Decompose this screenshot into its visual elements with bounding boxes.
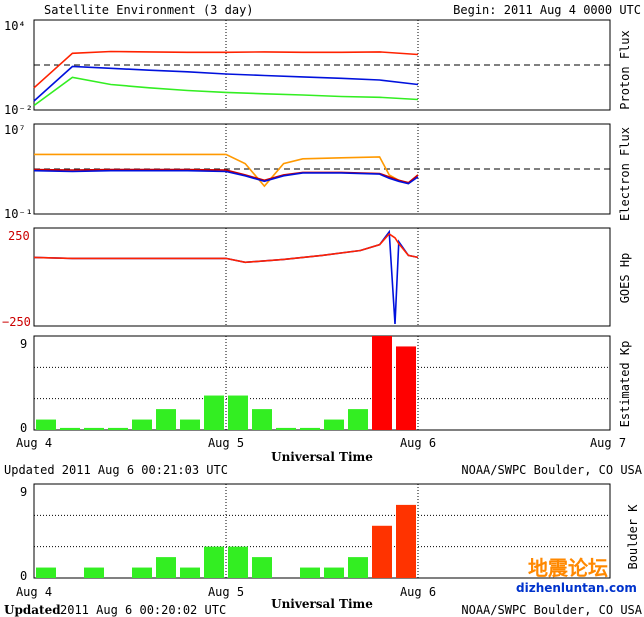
boulder_k-bar <box>372 525 392 578</box>
chart-title: Satellite Environment (3 day) <box>44 3 254 17</box>
kp-ymin: 0 <box>20 421 27 435</box>
estimated_kp-bar <box>108 427 128 430</box>
watermark-cn: 地震论坛 <box>528 556 608 580</box>
electron-series-blue <box>33 169 419 185</box>
proton-series-red <box>33 50 419 89</box>
source-1: NOAA/SWPC Boulder, CO USA <box>461 463 642 477</box>
estimated_kp-bar <box>180 419 200 430</box>
boulder_k-bar <box>324 567 344 578</box>
estimated_kp-bar <box>132 419 152 430</box>
source-2: NOAA/SWPC Boulder, CO USA <box>461 603 642 617</box>
boulder_k-bar <box>156 557 176 578</box>
boulder_k-bar <box>348 557 368 578</box>
boulder_k-bar <box>180 567 200 578</box>
estimated_kp-bar <box>252 409 272 430</box>
estimated_kp-bar <box>228 395 248 430</box>
proton-ymin: 10⁻² <box>4 103 33 117</box>
estimated_kp-bar <box>156 409 176 430</box>
updated-time-2: 2011 Aug 6 00:20:02 UTC <box>60 603 226 617</box>
estimated_kp-bar <box>276 427 296 430</box>
boulder-x-tick-aug5: Aug 5 <box>208 585 244 599</box>
boulder_k-bar <box>132 567 152 578</box>
x-axis-label: Universal Time <box>271 450 373 464</box>
electron-ymax: 10⁷ <box>4 123 26 137</box>
x-tick-aug7: Aug 7 <box>590 436 626 450</box>
estimated_kp-bar <box>84 427 104 430</box>
electron-series-orange <box>34 153 419 188</box>
x-tick-aug4: Aug 4 <box>16 436 52 450</box>
boulder-x-tick-aug4: Aug 4 <box>16 585 52 599</box>
goes_hp-series-blue <box>33 229 419 325</box>
boulder_k-bar <box>252 557 272 578</box>
goes-ymin: −250 <box>2 315 31 329</box>
goes-frame <box>33 227 611 327</box>
estimated_kp-bar <box>60 427 80 430</box>
updated-label-2: Updated <box>4 603 61 617</box>
boulder-frame <box>33 483 611 579</box>
kp-axis-label: Estimated Kp <box>618 341 632 428</box>
goes_hp-series-red <box>33 232 419 264</box>
boulder-x-tick-aug6: Aug 6 <box>400 585 436 599</box>
estimated_kp-bar <box>324 419 344 430</box>
boulder_k-bar <box>396 504 416 578</box>
kp-frame <box>33 335 611 431</box>
boulder_k-bar <box>84 567 104 578</box>
watermark-url: dizhenluntan.com <box>516 581 637 595</box>
boulder_k-bar <box>204 546 224 578</box>
x-tick-aug5: Aug 5 <box>208 436 244 450</box>
begin-time: Begin: 2011 Aug 4 0000 UTC <box>453 3 641 17</box>
boulder-ymin: 0 <box>20 569 27 583</box>
boulder-axis-label: Boulder K <box>626 504 640 570</box>
electron-axis-label: Electron Flux <box>618 127 632 221</box>
proton-axis-label: Proton Flux <box>618 30 632 109</box>
boulder-ymax: 9 <box>20 485 27 499</box>
goes-axis-label: GOES Hp <box>618 253 632 304</box>
estimated_kp-bar <box>36 419 56 430</box>
proton-series-green <box>33 76 419 107</box>
boulder_k-bar <box>36 567 56 578</box>
boulder-x-axis-label: Universal Time <box>271 597 373 611</box>
estimated_kp-bar <box>372 336 392 430</box>
proton-series-blue <box>33 65 419 102</box>
x-tick-aug6: Aug 6 <box>400 436 436 450</box>
estimated_kp-bar <box>396 346 416 430</box>
proton-ymax: 10⁴ <box>4 19 26 33</box>
electron-ymin: 10⁻¹ <box>4 207 33 221</box>
estimated_kp-bar <box>300 427 320 430</box>
updated-time-1: Updated 2011 Aug 6 00:21:03 UTC <box>4 463 228 477</box>
goes-ymax: 250 <box>8 229 30 243</box>
estimated_kp-bar <box>204 395 224 430</box>
boulder_k-bar <box>300 567 320 578</box>
boulder_k-bar <box>228 546 248 578</box>
kp-ymax: 9 <box>20 337 27 351</box>
electron-series-darkred <box>33 168 419 184</box>
estimated_kp-bar <box>348 409 368 430</box>
